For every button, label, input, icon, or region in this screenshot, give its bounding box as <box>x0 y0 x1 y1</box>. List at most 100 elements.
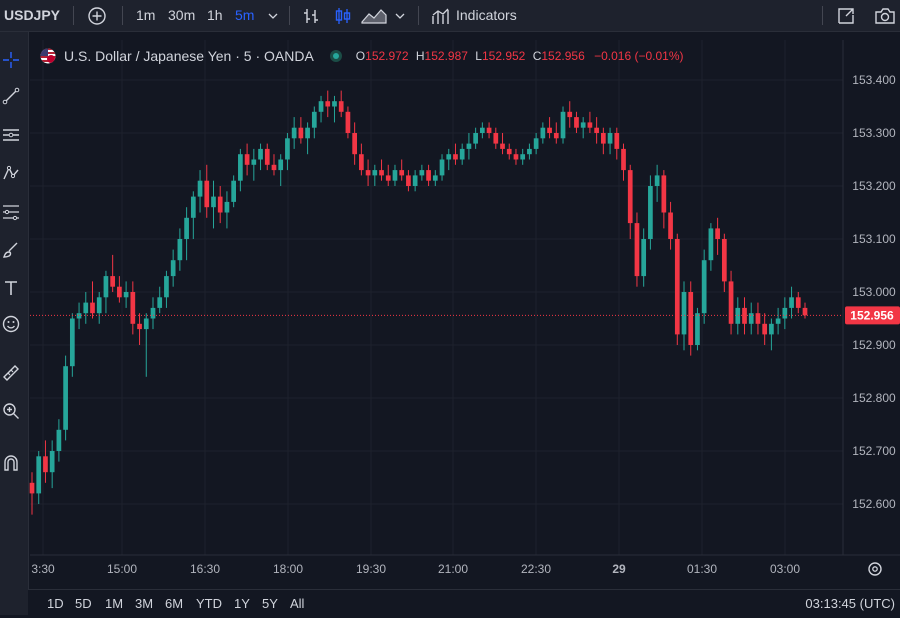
candle <box>224 191 230 229</box>
candle <box>574 111 579 133</box>
range-3m-button[interactable]: 3M <box>135 596 154 611</box>
candle <box>372 164 378 186</box>
candle-body <box>130 292 136 324</box>
candle-body <box>365 170 371 176</box>
candle <box>150 297 156 330</box>
brush-icon[interactable] <box>0 238 22 262</box>
fib-icon[interactable] <box>0 200 22 224</box>
chevron-down-icon[interactable] <box>393 0 407 31</box>
zoom-icon[interactable] <box>0 399 22 423</box>
candle <box>123 281 129 308</box>
candle-body <box>258 148 263 160</box>
market-status-icon[interactable] <box>329 50 342 62</box>
candle-body <box>379 170 384 176</box>
candle <box>527 143 532 160</box>
interval-5m-button[interactable]: 5m <box>235 7 255 23</box>
candle <box>782 297 788 330</box>
interval-1m-button[interactable]: 1m <box>136 7 156 23</box>
candle-body <box>661 175 667 213</box>
price-tick-label: 153.200 <box>852 179 896 193</box>
candle-body <box>325 101 331 107</box>
candle <box>446 148 452 171</box>
candle <box>271 154 277 176</box>
candle-body <box>634 223 640 277</box>
candle <box>83 292 89 324</box>
candle <box>681 281 687 351</box>
candle <box>197 170 203 213</box>
price-axis: 153.400 153.300 153.200 153.100 153.000 152.9… <box>852 73 896 511</box>
horizontal-lines-icon[interactable] <box>0 123 22 147</box>
plus-circle-icon[interactable] <box>86 0 108 31</box>
candle-body <box>143 318 149 330</box>
chevron-down-icon[interactable] <box>266 0 280 31</box>
candle <box>298 117 304 144</box>
range-all-button[interactable]: All <box>290 596 305 611</box>
flag-icon <box>40 48 56 64</box>
candle-body <box>426 170 431 181</box>
time-tick-label: 03:00 <box>770 562 800 576</box>
candle-body <box>802 307 808 316</box>
candle <box>426 164 431 186</box>
magnet-icon[interactable] <box>0 451 22 475</box>
symbol-title[interactable]: U.S. Dollar / Japanese Yen · 5 · OANDA <box>64 48 314 64</box>
fullscreen-icon[interactable] <box>834 0 858 31</box>
pattern-icon[interactable] <box>0 162 22 186</box>
candle-body <box>137 323 142 330</box>
candle-body <box>318 101 324 112</box>
bars-chart-type-icon[interactable] <box>300 0 322 31</box>
area-chart-type-icon[interactable] <box>360 0 388 31</box>
camera-icon[interactable] <box>872 0 898 31</box>
range-1y-button[interactable]: 1Y <box>234 596 250 611</box>
candle-body <box>453 154 458 160</box>
range-5d-button[interactable]: 5D <box>75 596 92 611</box>
candle <box>177 228 183 271</box>
candle-body <box>459 148 465 160</box>
candle <box>258 143 263 171</box>
interval-30m-button[interactable]: 30m <box>168 7 196 23</box>
range-5y-button[interactable]: 5Y <box>262 596 278 611</box>
range-1m-button[interactable]: 1M <box>105 596 124 611</box>
candle-body <box>332 101 337 107</box>
ruler-icon[interactable] <box>0 361 22 385</box>
candle <box>204 164 210 218</box>
candle-body <box>574 117 579 128</box>
candle-series <box>29 90 808 515</box>
interval-1h-button[interactable]: 1h <box>207 7 223 23</box>
candle <box>520 148 526 165</box>
settings-icon[interactable] <box>868 562 882 576</box>
toolbar-divider <box>289 6 290 25</box>
candle <box>439 154 445 181</box>
candle-body <box>607 133 613 144</box>
candle <box>211 180 216 229</box>
candle <box>715 217 720 255</box>
candle-body <box>251 159 257 165</box>
range-1d-button[interactable]: 1D <box>47 596 64 611</box>
indicators-button[interactable]: Indicators <box>456 7 517 23</box>
candles-chart-type-icon[interactable] <box>332 0 354 31</box>
text-icon[interactable] <box>0 276 22 300</box>
range-ytd-button[interactable]: YTD <box>196 596 222 611</box>
candle <box>540 122 546 144</box>
trend-line-icon[interactable] <box>0 84 22 108</box>
candle <box>567 101 573 128</box>
range-bar: 1D 5D 1M 3M 6M YTD 1Y 5Y All 03:13:45 (U… <box>28 589 900 616</box>
candle <box>49 440 55 489</box>
candle-body <box>385 175 391 181</box>
candle <box>688 281 694 356</box>
indicators-icon[interactable] <box>430 0 452 31</box>
candle <box>96 292 102 324</box>
candle <box>110 254 116 292</box>
range-6m-button[interactable]: 6M <box>165 596 184 611</box>
symbol-search-button[interactable]: USDJPY <box>4 7 61 23</box>
time-tick-label: 01:30 <box>687 562 717 576</box>
candle-body <box>795 297 801 308</box>
candle <box>385 164 391 186</box>
candle <box>742 297 747 335</box>
utc-clock[interactable]: 03:13:45 (UTC) <box>805 596 895 611</box>
candle-body <box>63 366 68 430</box>
candle <box>278 154 284 186</box>
crosshair-icon[interactable] <box>0 48 22 72</box>
candle-body <box>432 175 438 181</box>
emoji-icon[interactable] <box>0 312 22 336</box>
